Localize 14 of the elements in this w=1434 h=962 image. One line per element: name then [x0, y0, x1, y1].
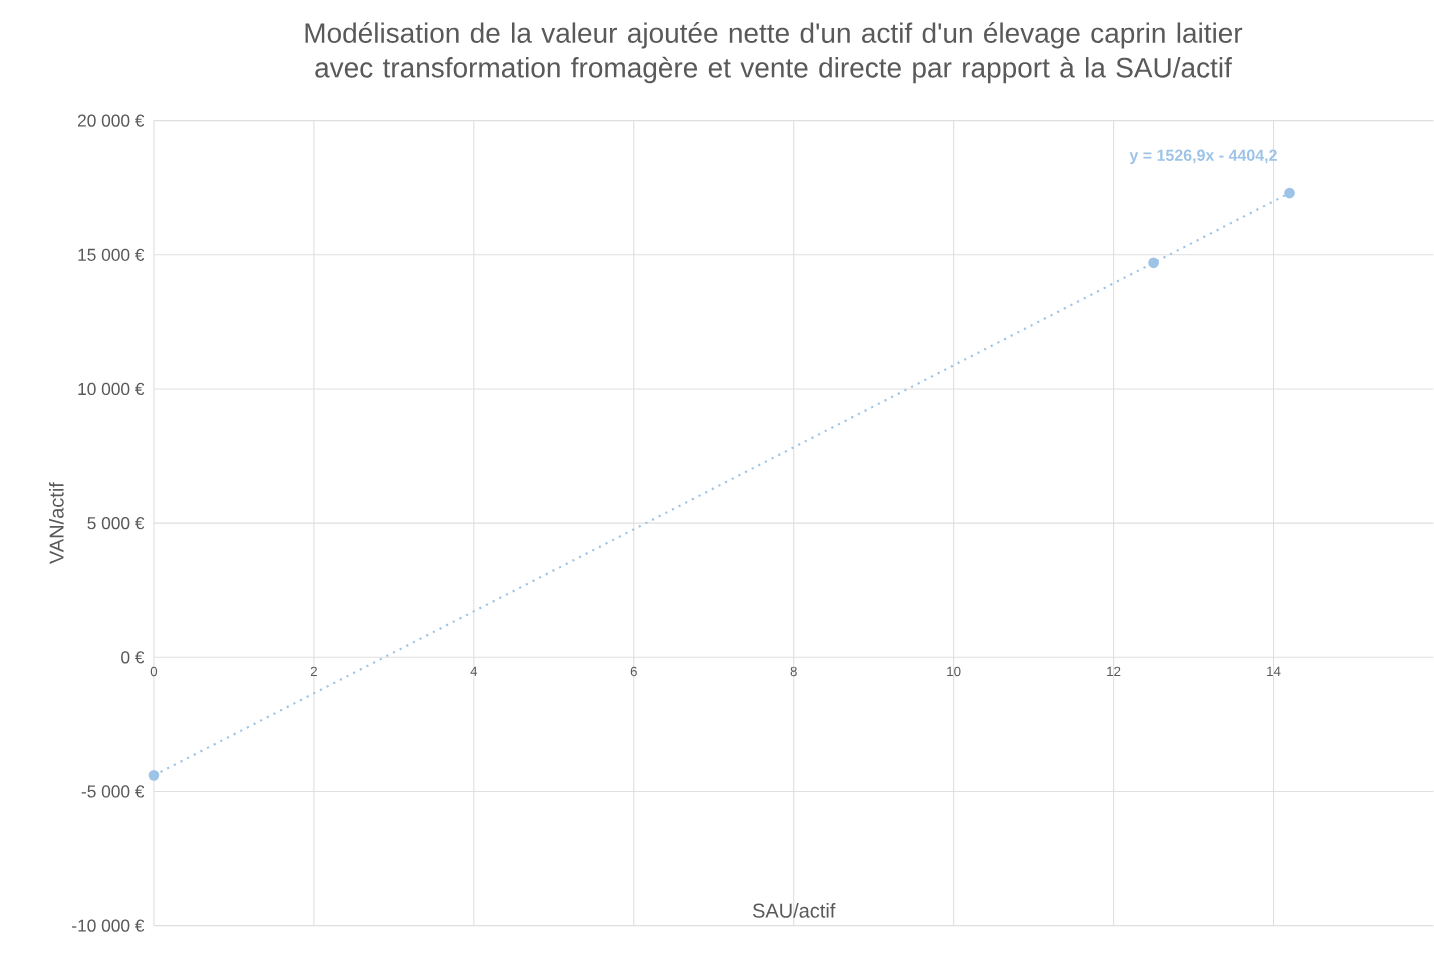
- y-axis-title: VAN/actif: [49, 482, 64, 565]
- point: [1284, 187, 1295, 199]
- y-tick-label: 20 000 €: [77, 114, 145, 127]
- y-tick-label: 10 000 €: [78, 383, 145, 396]
- point: [1148, 257, 1159, 269]
- y-tick-label: -5 000 €: [81, 785, 145, 798]
- y-tick-label: 0 €: [121, 651, 145, 664]
- chart-title: Modélisation de la valeur ajoutée nette d'un actif d'un élevage caprin laitier avec transformation fromagère et vente directe par rapport à la SAU/actif: [305, 22, 1243, 84]
- annotation: y = 1526,9x - 4404,2: [1129, 149, 1277, 165]
- y-tick-label: -10 000 €: [72, 919, 145, 932]
- x-axis-title: SAU/actif: [752, 903, 836, 918]
- point: [148, 770, 160, 781]
- y-tick-label: 15 000 €: [78, 248, 145, 262]
- y-tick-label: 5 000 €: [87, 517, 145, 530]
